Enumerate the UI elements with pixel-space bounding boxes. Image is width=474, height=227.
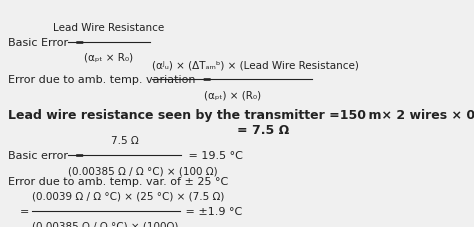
- Text: (0.00385 Ω / Ω °C) × (100Ω): (0.00385 Ω / Ω °C) × (100Ω): [32, 221, 178, 227]
- Text: = 19.5 °C: = 19.5 °C: [185, 150, 243, 160]
- Text: Lead Wire Resistance: Lead Wire Resistance: [54, 23, 164, 33]
- Text: (αᴶᵤ) × (ΔTₐₘᵇ) × (Lead Wire Resistance): (αᴶᵤ) × (ΔTₐₘᵇ) × (Lead Wire Resistance): [153, 60, 359, 70]
- Text: 7.5 Ω: 7.5 Ω: [111, 135, 138, 145]
- Text: (0.00385 Ω / Ω °C) × (100 Ω): (0.00385 Ω / Ω °C) × (100 Ω): [68, 165, 218, 175]
- Text: (αₚₜ × R₀): (αₚₜ × R₀): [84, 53, 134, 63]
- Text: (αₚₜ) × (R₀): (αₚₜ) × (R₀): [204, 90, 261, 100]
- Text: =: =: [20, 206, 29, 216]
- Text: = 7.5 Ω: = 7.5 Ω: [237, 123, 289, 136]
- Text: (0.0039 Ω / Ω °C) × (25 °C) × (7.5 Ω): (0.0039 Ω / Ω °C) × (25 °C) × (7.5 Ω): [32, 191, 224, 201]
- Text: Lead wire resistance seen by the transmitter =150 m× 2 wires × 0.025 Ω/m: Lead wire resistance seen by the transmi…: [8, 108, 474, 121]
- Text: Basic error  =: Basic error =: [8, 150, 88, 160]
- Text: Basic Error  =: Basic Error =: [8, 38, 88, 48]
- Text: Error due to amb. temp. variation  =: Error due to amb. temp. variation =: [8, 75, 215, 85]
- Text: = ±1.9 °C: = ±1.9 °C: [182, 206, 243, 216]
- Text: Error due to amb. temp. var. of ± 25 °C: Error due to amb. temp. var. of ± 25 °C: [8, 176, 228, 186]
